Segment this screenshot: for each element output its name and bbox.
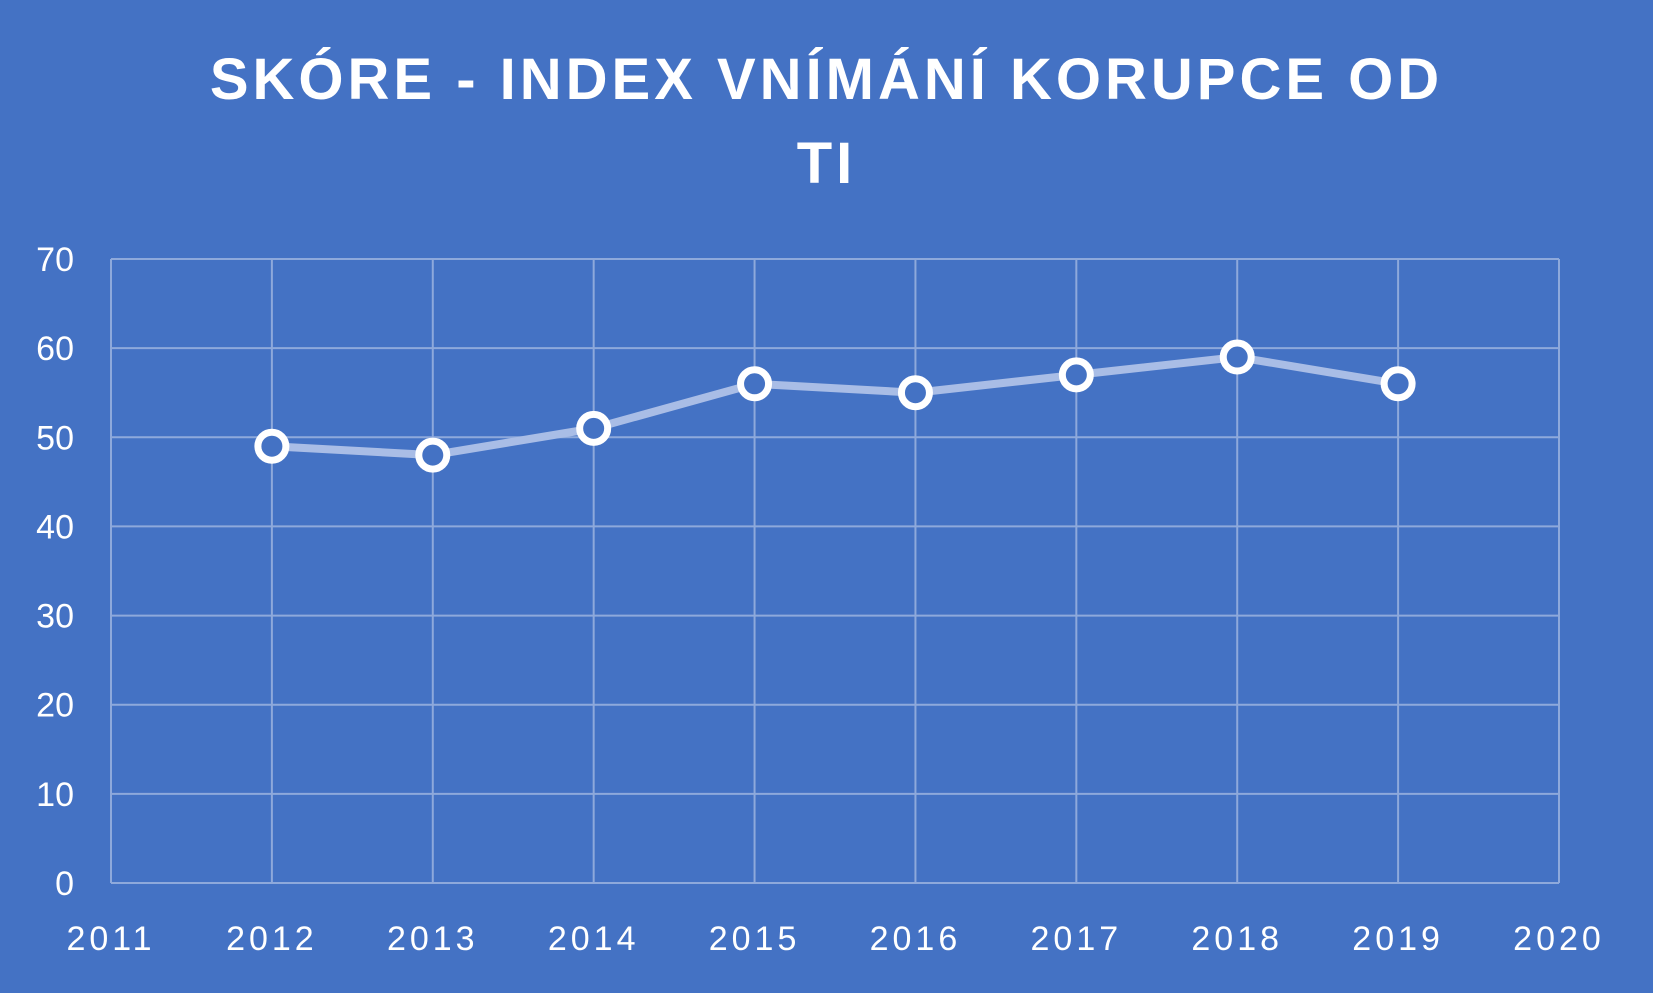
y-tick-label: 30: [36, 598, 74, 636]
data-point-2019: [1380, 366, 1416, 402]
y-tick-label: 0: [55, 865, 74, 903]
x-axis-ticks: 2011 2012 2013 2014 2015 2016 2017 2018 2019 2020: [66, 920, 1605, 958]
y-tick-label: 40: [36, 508, 74, 546]
x-tick-label: 2013: [387, 920, 479, 958]
y-tick-label: 50: [36, 419, 74, 457]
x-tick-label: 2018: [1191, 920, 1283, 958]
y-tick-label: 60: [36, 330, 74, 368]
data-point-2017: [1058, 357, 1094, 393]
x-tick-label: 2011: [66, 920, 155, 958]
y-tick-label: 70: [36, 241, 74, 279]
data-point-2014: [576, 410, 612, 446]
x-tick-label: 2015: [709, 920, 801, 958]
series-score: [254, 339, 1416, 473]
y-tick-label: 20: [36, 687, 74, 725]
x-tick-label: 2016: [870, 920, 962, 958]
y-axis-ticks: 0 10 20 30 40 50 60 70: [36, 241, 74, 903]
x-tick-label: 2020: [1513, 920, 1605, 958]
x-tick-label: 2017: [1031, 920, 1123, 958]
x-tick-label: 2014: [548, 920, 640, 958]
data-point-2018: [1219, 339, 1255, 375]
y-tick-label: 10: [36, 776, 74, 814]
data-point-2015: [737, 366, 773, 402]
chart-title: SKÓRE - INDEX VNÍMÁNÍ KORUPCE OD TI: [0, 38, 1653, 206]
x-tick-label: 2012: [226, 920, 318, 958]
series-line: [267, 353, 1403, 460]
chart-title-line-2: TI: [796, 131, 857, 196]
x-tick-label: 2019: [1352, 920, 1444, 958]
grid-lines: [110, 258, 1560, 884]
data-point-2016: [897, 375, 933, 411]
data-point-2012: [254, 428, 290, 464]
chart-title-line-1: SKÓRE - INDEX VNÍMÁNÍ KORUPCE OD: [209, 47, 1444, 112]
data-point-2013: [415, 437, 451, 473]
